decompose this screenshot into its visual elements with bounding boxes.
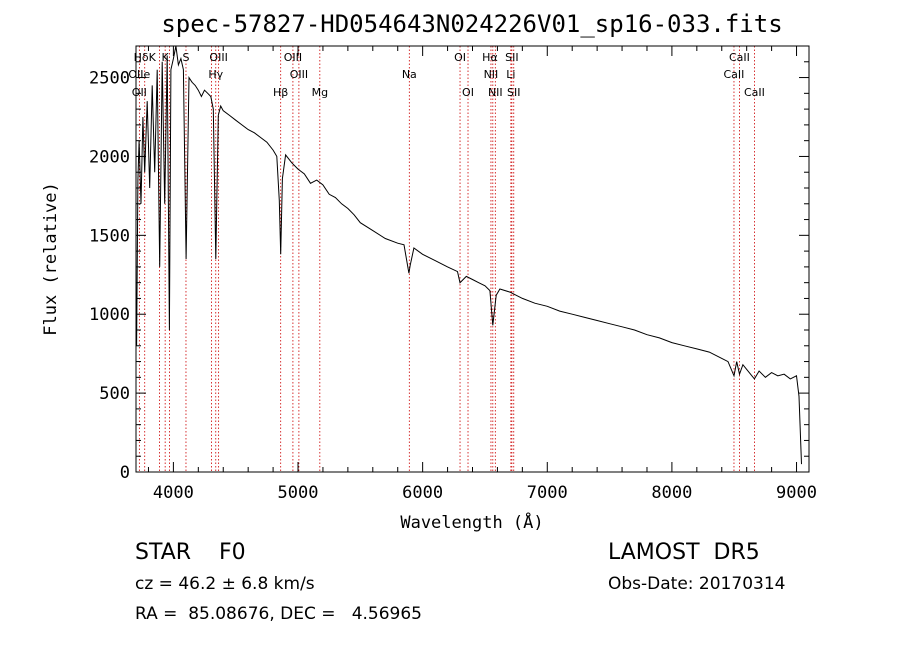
y-tick-label: 1500 xyxy=(89,226,130,246)
x-axis-label: Wavelength (Å) xyxy=(400,511,543,533)
marker-label: SII xyxy=(505,51,518,64)
x-tick-label: 8000 xyxy=(651,483,692,503)
marker-label: Li xyxy=(506,68,515,81)
marker-label: OIII xyxy=(209,51,227,64)
marker-label: OIII xyxy=(290,68,308,81)
marker-label: NII xyxy=(488,86,503,99)
marker-label: CaII xyxy=(744,86,765,99)
obs-date-text: Obs-Date: 20170314 xyxy=(608,574,786,594)
y-tick-label: 2500 xyxy=(89,69,130,89)
marker-label: CaII xyxy=(724,68,745,81)
marker-label: OIII xyxy=(284,51,302,64)
marker-label: OII xyxy=(132,86,147,99)
marker-label: S xyxy=(182,51,189,64)
marker-label: Hγ xyxy=(208,68,223,81)
x-axis: 4000 5000 6000 7000 8000 9000 xyxy=(147,46,817,503)
marker-label: SII xyxy=(507,86,520,99)
object-type-text: STAR F0 xyxy=(135,540,246,565)
marker-lines xyxy=(138,46,755,472)
y-tick-label: 500 xyxy=(99,384,130,404)
plot-frame xyxy=(135,45,810,473)
chart-title: spec-57827-HD054643N024226V01_sp16-033.f… xyxy=(161,10,782,38)
x-tick-label: 7000 xyxy=(527,483,568,503)
x-tick-label: 6000 xyxy=(402,483,443,503)
y-tick-label: 2000 xyxy=(89,147,130,167)
survey-text: LAMOST DR5 xyxy=(608,540,760,565)
coordinates-text: RA = 85.08676, DEC = 4.56965 xyxy=(135,604,422,624)
y-axis-label: Flux (relative) xyxy=(41,182,61,336)
marker-label: K xyxy=(162,51,170,64)
marker-label: OIIe xyxy=(128,68,150,81)
x-tick-label: 9000 xyxy=(776,483,817,503)
y-tick-label: 0 xyxy=(120,463,130,483)
marker-label: Mg xyxy=(312,86,328,99)
marker-label: Hβ xyxy=(273,86,288,99)
y-tick-label: 1000 xyxy=(89,305,130,325)
y-axis: 0 500 1000 1500 2000 2500 xyxy=(89,61,809,483)
marker-label: CaII xyxy=(729,51,750,64)
marker-label: NII xyxy=(484,68,499,81)
marker-label: OI xyxy=(454,51,466,64)
redshift-text: cz = 46.2 ± 6.8 km/s xyxy=(135,574,315,594)
marker-label: Hα xyxy=(482,51,498,64)
x-tick-label: 5000 xyxy=(278,483,319,503)
x-tick-label: 4000 xyxy=(153,483,194,503)
marker-label: HδK xyxy=(134,51,157,64)
marker-label: Na xyxy=(402,68,417,81)
spectrum-line xyxy=(136,45,802,465)
marker-label: OI xyxy=(462,86,474,99)
